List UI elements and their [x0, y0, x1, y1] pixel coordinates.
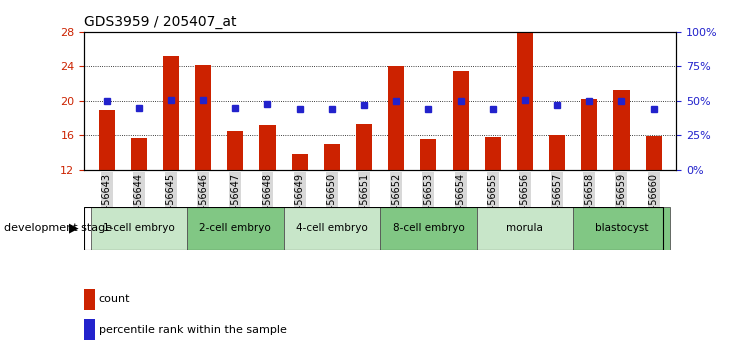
Bar: [452, 71, 469, 170]
Bar: [131, 138, 147, 170]
Text: GSM456643: GSM456643: [102, 173, 112, 232]
Text: blastocyst: blastocyst: [595, 223, 648, 233]
Bar: [380, 207, 477, 250]
Text: GSM456653: GSM456653: [423, 173, 433, 232]
Bar: [84, 289, 95, 310]
Text: GSM456654: GSM456654: [455, 173, 466, 232]
Bar: [324, 144, 340, 170]
Text: GSM456659: GSM456659: [616, 173, 626, 232]
Bar: [195, 65, 211, 170]
Bar: [485, 137, 501, 170]
Text: GSM456657: GSM456657: [552, 173, 562, 232]
Bar: [99, 109, 115, 170]
Text: GSM456651: GSM456651: [359, 173, 369, 232]
Text: GSM456656: GSM456656: [520, 173, 530, 232]
Text: GSM456652: GSM456652: [391, 173, 401, 232]
Bar: [284, 207, 380, 250]
Bar: [477, 207, 573, 250]
Text: 1-cell embryo: 1-cell embryo: [103, 223, 175, 233]
Bar: [573, 207, 670, 250]
Text: GSM456650: GSM456650: [327, 173, 337, 232]
Bar: [260, 125, 276, 170]
Bar: [227, 131, 243, 170]
Text: count: count: [99, 295, 130, 304]
Text: 8-cell embryo: 8-cell embryo: [393, 223, 464, 233]
Bar: [91, 207, 187, 250]
Text: GSM456649: GSM456649: [295, 173, 305, 232]
Text: morula: morula: [507, 223, 543, 233]
Text: GSM456645: GSM456645: [166, 173, 176, 232]
Bar: [581, 99, 597, 170]
Bar: [645, 136, 662, 170]
Bar: [292, 154, 308, 170]
Text: GSM456660: GSM456660: [648, 173, 659, 232]
Bar: [388, 65, 404, 170]
Text: GSM456658: GSM456658: [584, 173, 594, 232]
Bar: [84, 319, 95, 341]
Text: percentile rank within the sample: percentile rank within the sample: [99, 325, 287, 335]
Bar: [420, 139, 436, 170]
Text: ▶: ▶: [69, 222, 78, 235]
Text: development stage: development stage: [4, 223, 112, 233]
Text: GSM456644: GSM456644: [134, 173, 144, 232]
Text: 4-cell embryo: 4-cell embryo: [296, 223, 368, 233]
Bar: [187, 207, 284, 250]
Bar: [163, 56, 179, 170]
Text: GSM456648: GSM456648: [262, 173, 273, 232]
Text: GSM456647: GSM456647: [230, 173, 240, 232]
Bar: [356, 124, 372, 170]
Text: GSM456655: GSM456655: [488, 173, 498, 232]
Bar: [613, 90, 629, 170]
Bar: [549, 135, 565, 170]
Bar: [517, 32, 533, 170]
Text: 2-cell embryo: 2-cell embryo: [200, 223, 271, 233]
Text: GDS3959 / 205407_at: GDS3959 / 205407_at: [84, 16, 237, 29]
Text: GSM456646: GSM456646: [198, 173, 208, 232]
